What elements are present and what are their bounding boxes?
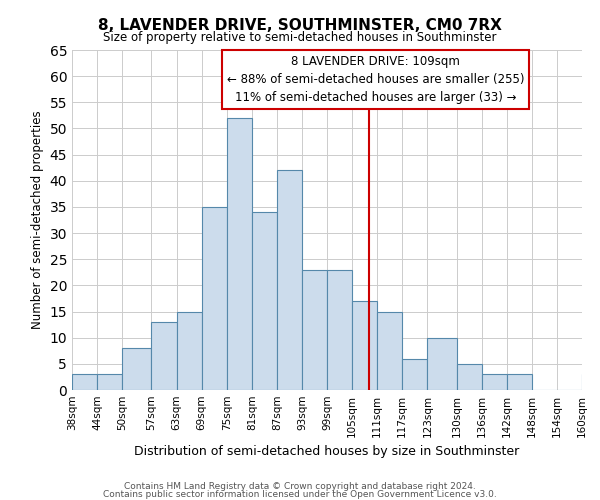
Bar: [402, 358, 427, 390]
Bar: [302, 270, 327, 390]
Text: Contains HM Land Registry data © Crown copyright and database right 2024.: Contains HM Land Registry data © Crown c…: [124, 482, 476, 491]
Bar: [252, 212, 277, 390]
Bar: [122, 348, 151, 390]
Text: Size of property relative to semi-detached houses in Southminster: Size of property relative to semi-detach…: [103, 31, 497, 44]
Bar: [227, 118, 252, 390]
Bar: [427, 338, 457, 390]
Bar: [482, 374, 507, 390]
Bar: [97, 374, 122, 390]
Bar: [151, 322, 176, 390]
Text: 8 LAVENDER DRIVE: 109sqm
← 88% of semi-detached houses are smaller (255)
11% of : 8 LAVENDER DRIVE: 109sqm ← 88% of semi-d…: [227, 55, 524, 104]
Bar: [377, 312, 402, 390]
Bar: [352, 301, 377, 390]
Y-axis label: Number of semi-detached properties: Number of semi-detached properties: [31, 110, 44, 330]
Bar: [72, 374, 97, 390]
Bar: [457, 364, 482, 390]
Bar: [202, 207, 227, 390]
X-axis label: Distribution of semi-detached houses by size in Southminster: Distribution of semi-detached houses by …: [134, 446, 520, 458]
Text: 8, LAVENDER DRIVE, SOUTHMINSTER, CM0 7RX: 8, LAVENDER DRIVE, SOUTHMINSTER, CM0 7RX: [98, 18, 502, 32]
Bar: [582, 374, 600, 390]
Bar: [327, 270, 352, 390]
Bar: [176, 312, 202, 390]
Bar: [507, 374, 532, 390]
Text: Contains public sector information licensed under the Open Government Licence v3: Contains public sector information licen…: [103, 490, 497, 499]
Bar: [277, 170, 302, 390]
